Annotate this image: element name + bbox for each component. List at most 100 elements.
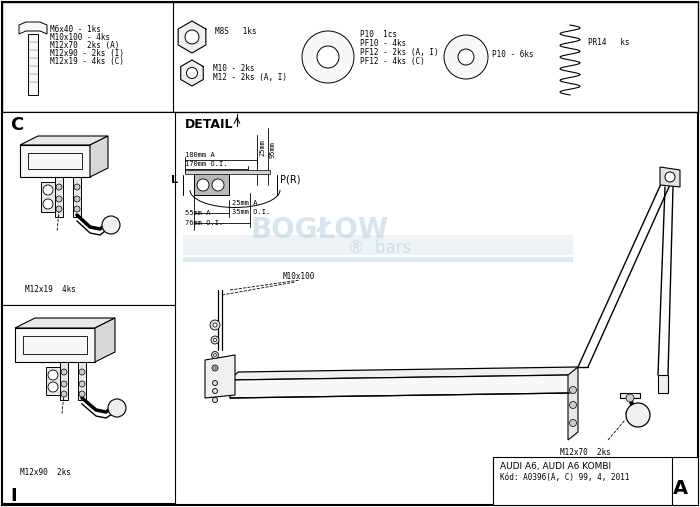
Bar	[493, 457, 698, 505]
Text: 25mm A: 25mm A	[232, 200, 258, 206]
Bar	[23, 336, 87, 354]
Circle shape	[214, 338, 216, 342]
Bar	[194, 173, 229, 195]
Polygon shape	[28, 34, 38, 95]
Circle shape	[213, 397, 218, 403]
Polygon shape	[658, 375, 668, 393]
Text: Kód: A0396(A, C) 99, 4, 2011: Kód: A0396(A, C) 99, 4, 2011	[500, 473, 629, 482]
Circle shape	[211, 351, 218, 358]
Polygon shape	[95, 318, 115, 362]
Text: P10  1cs: P10 1cs	[360, 30, 397, 39]
Circle shape	[317, 46, 339, 68]
Text: C: C	[10, 116, 23, 134]
Bar	[185, 170, 270, 174]
Text: 35mm O.I.: 35mm O.I.	[232, 209, 270, 215]
Text: PR14   ks: PR14 ks	[588, 38, 629, 47]
Circle shape	[570, 386, 577, 393]
Text: M12x90  2ks: M12x90 2ks	[20, 468, 71, 477]
Circle shape	[211, 336, 219, 344]
Polygon shape	[90, 136, 108, 177]
Circle shape	[61, 391, 67, 397]
Circle shape	[79, 369, 85, 375]
Text: 95mm: 95mm	[270, 141, 276, 159]
Text: 25mm: 25mm	[259, 139, 265, 157]
Circle shape	[626, 403, 650, 427]
Text: M12x90 - 2ks (I): M12x90 - 2ks (I)	[50, 49, 124, 58]
Circle shape	[186, 67, 197, 79]
Circle shape	[212, 179, 224, 191]
Circle shape	[43, 185, 53, 195]
Text: 180mm A: 180mm A	[185, 152, 215, 158]
Text: P(R): P(R)	[280, 175, 300, 185]
Polygon shape	[568, 367, 578, 440]
Polygon shape	[20, 145, 90, 177]
Text: PF10 - 4ks: PF10 - 4ks	[360, 39, 406, 48]
Circle shape	[61, 381, 67, 387]
Circle shape	[74, 196, 80, 202]
Text: M6x40 - 1ks: M6x40 - 1ks	[50, 25, 101, 34]
Polygon shape	[73, 177, 81, 217]
Text: M12x70  2ks (A): M12x70 2ks (A)	[50, 41, 120, 50]
Text: P10 - 6ks: P10 - 6ks	[492, 50, 533, 59]
Bar	[2, 2, 698, 112]
Polygon shape	[15, 318, 115, 328]
Bar	[28, 153, 82, 169]
Text: L: L	[171, 175, 178, 185]
Polygon shape	[15, 328, 95, 362]
Bar	[183, 235, 573, 255]
Bar	[2, 112, 175, 305]
Circle shape	[56, 184, 62, 190]
Text: AUDI A6, AUDI A6 KOMBI: AUDI A6, AUDI A6 KOMBI	[500, 462, 611, 471]
Circle shape	[79, 381, 85, 387]
Circle shape	[213, 380, 218, 385]
Text: I: I	[10, 487, 17, 505]
Polygon shape	[78, 362, 86, 400]
Text: M8S   1ks: M8S 1ks	[215, 27, 257, 36]
Text: PF12 - 2ks (A, I): PF12 - 2ks (A, I)	[360, 48, 439, 57]
Circle shape	[570, 402, 577, 409]
Polygon shape	[60, 362, 68, 400]
Polygon shape	[41, 182, 55, 212]
Circle shape	[570, 419, 577, 426]
Text: 170mm O.I.: 170mm O.I.	[185, 161, 228, 167]
Polygon shape	[230, 367, 578, 380]
Circle shape	[102, 216, 120, 234]
Circle shape	[214, 353, 216, 356]
Polygon shape	[230, 375, 570, 398]
Bar	[2, 305, 175, 503]
Text: M12x19 - 4ks (C): M12x19 - 4ks (C)	[50, 57, 124, 66]
Text: ®  bars: ® bars	[349, 239, 412, 257]
Polygon shape	[181, 60, 203, 86]
Text: PF12 - 4ks (C): PF12 - 4ks (C)	[360, 57, 425, 66]
Circle shape	[626, 409, 634, 417]
Text: DETAIL: DETAIL	[185, 118, 234, 131]
Text: M10 - 2ks: M10 - 2ks	[213, 64, 255, 73]
Circle shape	[213, 323, 217, 327]
Circle shape	[458, 49, 474, 65]
Circle shape	[665, 172, 675, 182]
Polygon shape	[205, 355, 235, 398]
Text: M12x70  2ks: M12x70 2ks	[560, 448, 611, 457]
Polygon shape	[178, 21, 206, 53]
Circle shape	[210, 320, 220, 330]
Text: M10x100 - 4ks: M10x100 - 4ks	[50, 33, 110, 42]
Text: BOGŁOW: BOGŁOW	[251, 216, 389, 244]
Polygon shape	[20, 136, 108, 145]
Circle shape	[214, 367, 216, 369]
Circle shape	[185, 30, 199, 44]
Circle shape	[48, 370, 58, 380]
Circle shape	[197, 179, 209, 191]
Circle shape	[79, 391, 85, 397]
Circle shape	[444, 35, 488, 79]
Text: M10x100: M10x100	[283, 272, 316, 281]
Circle shape	[61, 369, 67, 375]
Bar	[183, 257, 573, 262]
Circle shape	[56, 196, 62, 202]
Circle shape	[302, 31, 354, 83]
Polygon shape	[55, 177, 63, 217]
Circle shape	[74, 206, 80, 212]
Circle shape	[43, 199, 53, 209]
Text: M12 - 2ks (A, I): M12 - 2ks (A, I)	[213, 73, 287, 82]
Polygon shape	[620, 393, 640, 398]
Polygon shape	[660, 167, 680, 187]
